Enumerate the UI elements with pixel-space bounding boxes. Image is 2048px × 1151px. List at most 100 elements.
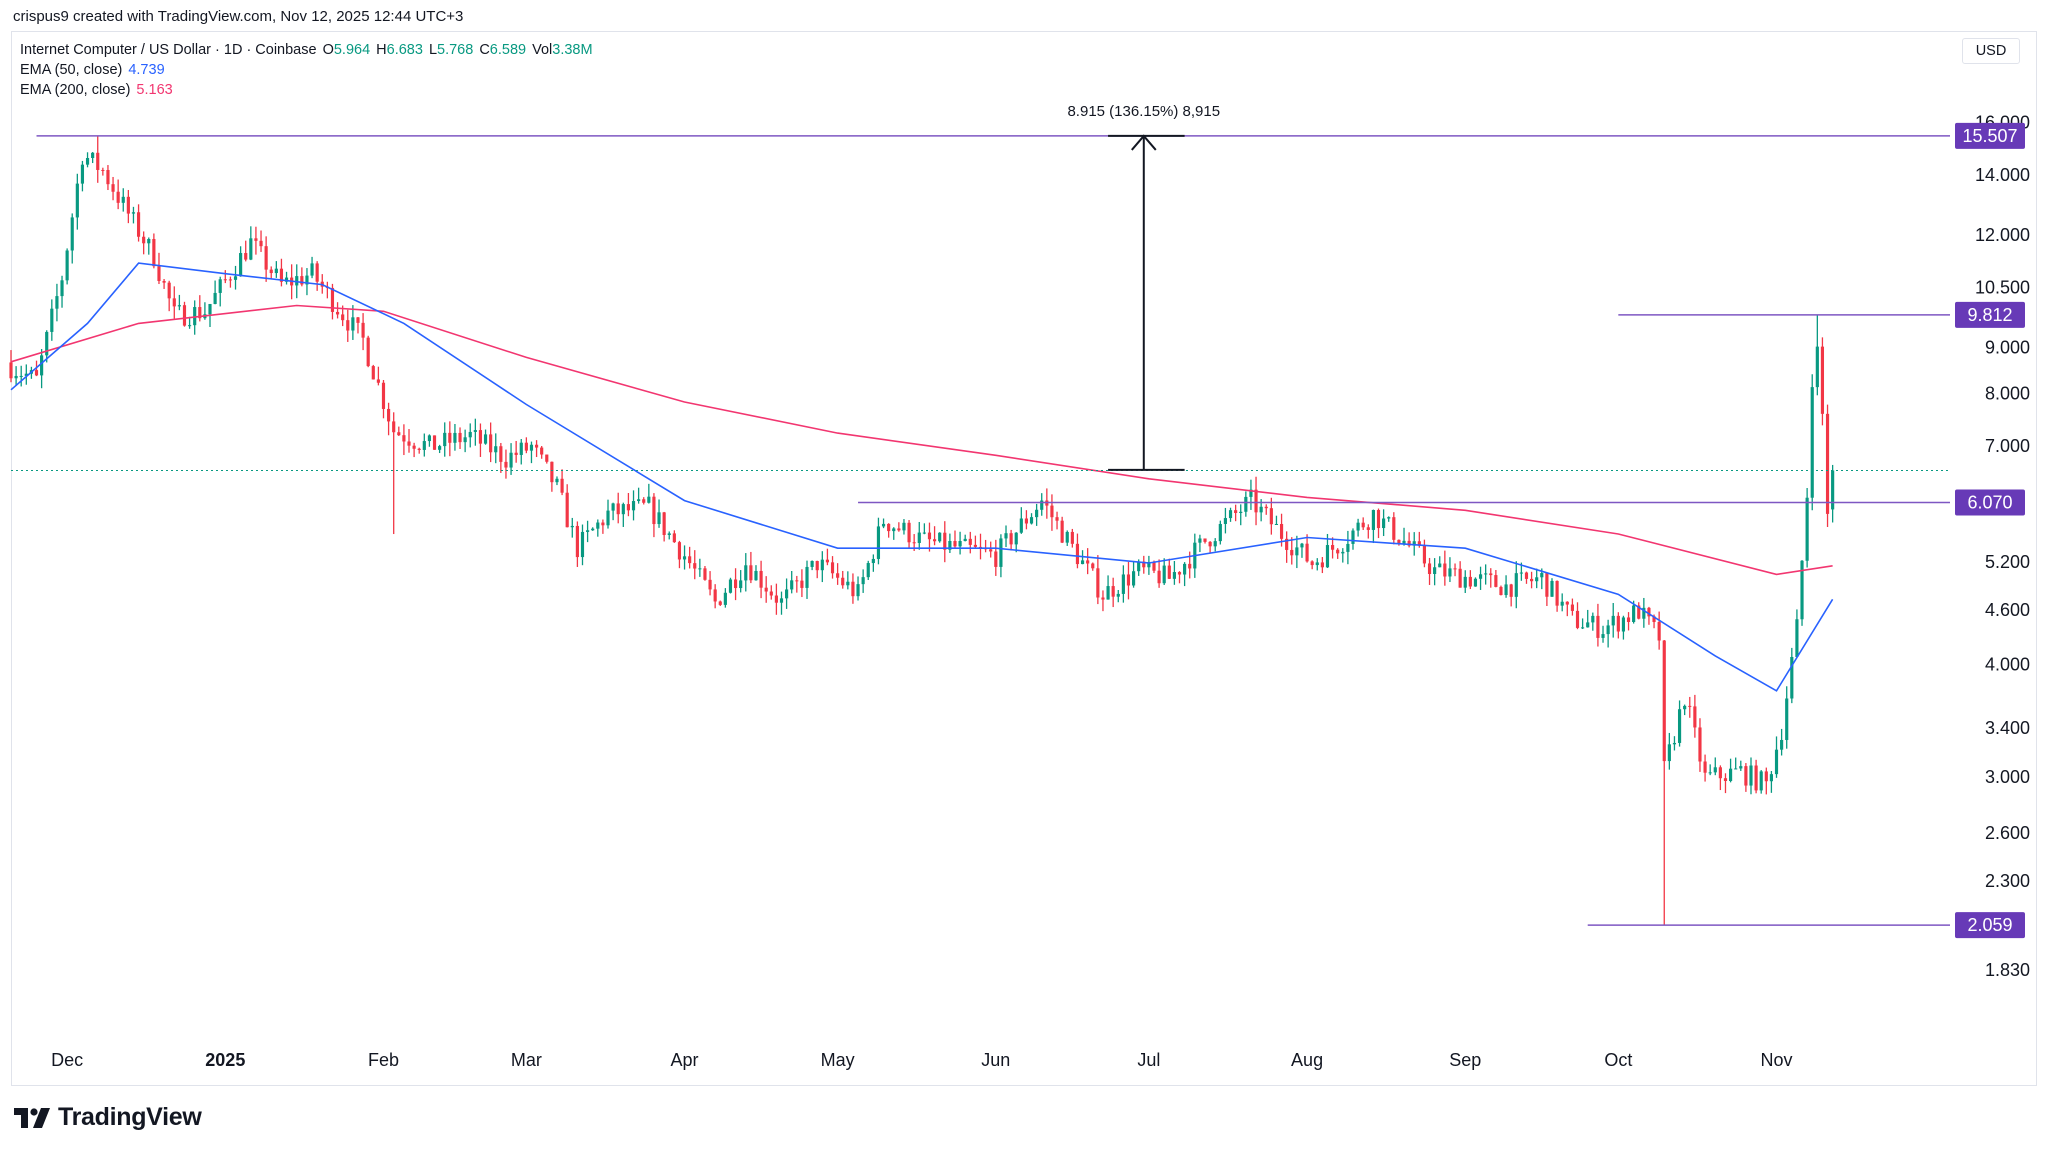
candle-body bbox=[1473, 578, 1478, 587]
candle-body bbox=[366, 337, 370, 367]
candle-body bbox=[1672, 742, 1677, 745]
high-level-price-label: 15.507 bbox=[1962, 126, 2017, 146]
y-tick-label: 8.000 bbox=[1985, 384, 2030, 404]
chart-legend: Internet Computer / US Dollar · 1D · Coi… bbox=[20, 40, 593, 100]
candle-body bbox=[989, 549, 993, 552]
candle-body bbox=[70, 217, 74, 251]
candle-body bbox=[305, 275, 309, 285]
candle-body bbox=[443, 432, 447, 447]
candle-body bbox=[652, 496, 656, 525]
candle-body bbox=[259, 240, 263, 247]
candle-body bbox=[1392, 517, 1396, 540]
candle-body bbox=[422, 441, 426, 450]
candle-body bbox=[244, 253, 248, 260]
x-tick-label: Mar bbox=[511, 1050, 542, 1070]
candle-body bbox=[1183, 563, 1187, 575]
candle-body bbox=[376, 379, 380, 383]
candle-body bbox=[601, 522, 605, 526]
candle-body bbox=[60, 280, 64, 297]
candle-body bbox=[968, 538, 972, 545]
candle-body bbox=[1137, 561, 1141, 572]
candle-body bbox=[147, 238, 151, 244]
chart-attribution: crispus9 created with TradingView.com, N… bbox=[13, 8, 464, 25]
candle-body bbox=[1382, 518, 1386, 529]
candle-body bbox=[902, 522, 906, 531]
candle-body bbox=[861, 577, 865, 585]
candle-body bbox=[9, 362, 13, 379]
candle-body bbox=[1060, 520, 1064, 543]
candle-body bbox=[708, 579, 712, 590]
candle-body bbox=[1259, 506, 1263, 513]
y-tick-label: 1.830 bbox=[1985, 960, 2030, 980]
candle-body bbox=[1091, 563, 1095, 569]
legend-symbol-row: Internet Computer / US Dollar · 1D · Coi… bbox=[20, 40, 593, 60]
candle-body bbox=[953, 540, 957, 547]
currency-selector[interactable]: USD bbox=[1962, 38, 2020, 64]
candle-body bbox=[1152, 561, 1156, 571]
candle-body bbox=[856, 584, 860, 597]
candle-body bbox=[1336, 549, 1340, 554]
candle-body bbox=[80, 164, 85, 184]
candle-body bbox=[866, 563, 870, 578]
candle-body bbox=[810, 561, 814, 567]
candle-body bbox=[1642, 607, 1646, 619]
candle-body bbox=[131, 212, 136, 214]
candle-body bbox=[963, 538, 967, 542]
candle-body bbox=[1820, 346, 1825, 414]
candle-body bbox=[1489, 573, 1493, 576]
candle-body bbox=[198, 307, 202, 319]
candle-body bbox=[1560, 601, 1564, 606]
candle-body bbox=[1188, 563, 1192, 569]
candle-body bbox=[295, 276, 299, 286]
x-tick-label: May bbox=[821, 1050, 855, 1070]
y-tick-label: 9.000 bbox=[1985, 338, 2030, 358]
candle-body bbox=[1586, 622, 1590, 628]
y-tick-label: 12.000 bbox=[1975, 225, 2030, 245]
candle-body bbox=[1463, 576, 1467, 588]
candle-body bbox=[1274, 523, 1279, 525]
legend-ema50-row[interactable]: EMA (50, close) 4.739 bbox=[20, 60, 593, 80]
y-tick-label: 14.000 bbox=[1975, 165, 2030, 185]
candle-body bbox=[432, 435, 437, 450]
candle-body bbox=[1458, 568, 1462, 588]
candle-body bbox=[1427, 563, 1432, 574]
candle-body bbox=[1596, 615, 1600, 638]
symbol-label[interactable]: Internet Computer / US Dollar · 1D · Coi… bbox=[20, 42, 317, 58]
x-tick-label: Dec bbox=[51, 1050, 83, 1070]
tradingview-logo[interactable]: TradingView bbox=[14, 1103, 202, 1132]
candle-body bbox=[1565, 601, 1569, 605]
candle-body bbox=[1759, 771, 1763, 791]
candle-body bbox=[529, 444, 534, 451]
candle-body bbox=[438, 446, 442, 450]
candle-body bbox=[223, 279, 227, 281]
candle-body bbox=[371, 366, 375, 380]
candle-body bbox=[1376, 510, 1381, 529]
candle-body bbox=[1652, 616, 1656, 623]
candle-body bbox=[233, 276, 238, 280]
candle-body bbox=[1453, 568, 1457, 570]
candle-body bbox=[1647, 607, 1651, 617]
candle-body bbox=[958, 541, 962, 547]
candle-body bbox=[825, 559, 830, 563]
candle-body bbox=[106, 169, 110, 185]
candle-body bbox=[1703, 761, 1707, 773]
candle-body bbox=[555, 478, 559, 483]
candle-body bbox=[412, 445, 416, 449]
candle-body bbox=[1290, 549, 1294, 556]
candle-body bbox=[381, 382, 386, 409]
candle-body bbox=[1162, 565, 1166, 584]
candle-body bbox=[688, 556, 692, 564]
ema50-value: 4.739 bbox=[128, 62, 165, 78]
candle-body bbox=[1535, 577, 1539, 582]
candle-body bbox=[611, 503, 615, 511]
candle-body bbox=[1530, 578, 1534, 582]
candle-body bbox=[1029, 517, 1034, 524]
candle-body bbox=[1478, 574, 1483, 579]
candle-body bbox=[764, 587, 768, 592]
candle-body bbox=[193, 307, 197, 326]
candle-body bbox=[504, 461, 508, 468]
candle-body bbox=[1637, 605, 1641, 619]
y-tick-label: 7.000 bbox=[1985, 436, 2030, 456]
legend-ema200-row[interactable]: EMA (200, close) 5.163 bbox=[20, 80, 593, 100]
